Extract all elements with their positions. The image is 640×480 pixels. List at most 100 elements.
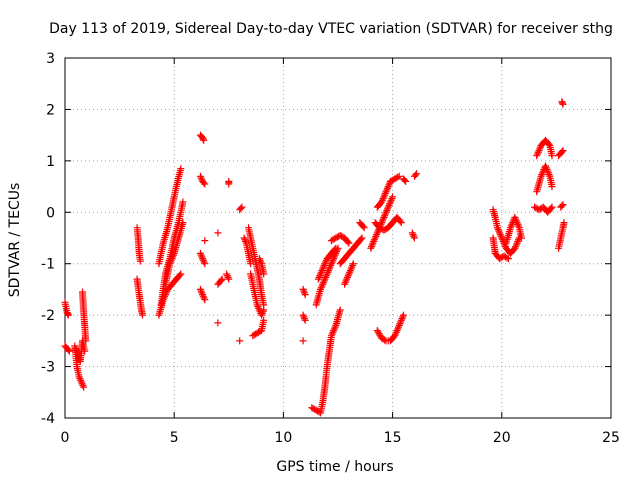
data-point [260,270,268,278]
data-point [255,255,263,263]
data-point [256,256,264,264]
data-point [369,239,377,247]
data-point [378,196,386,204]
data-point [559,100,567,108]
data-point [325,267,332,275]
data-point [237,204,245,212]
data-point [166,260,174,268]
data-point [383,207,391,215]
data-point [386,198,394,206]
data-point [258,311,266,319]
data-point [392,174,400,182]
y-tick-label: 1 [46,154,55,170]
data-point [344,273,351,281]
y-tick-label: 2 [46,102,55,118]
y-tick-label: 0 [46,205,55,221]
data-point [498,234,506,242]
data-point [218,275,226,283]
data-point [349,260,357,268]
data-point [512,217,520,225]
data-point [300,287,308,295]
data-point [503,254,511,262]
data-point [241,236,249,244]
data-point [168,255,176,263]
data-point [238,203,246,211]
data-point [559,147,567,155]
data-point [327,261,335,269]
data-point [413,170,421,178]
data-point [64,311,72,319]
data-point [494,225,502,233]
data-point [375,330,383,338]
data-point [322,272,330,280]
data-point [360,224,368,232]
data-point [410,232,418,240]
data-point [380,213,388,221]
data-point [392,330,399,338]
data-point [322,258,330,266]
data-point [344,272,352,280]
data-point [321,275,329,283]
data-point [381,336,389,344]
data-point [336,306,344,314]
data-point [201,260,209,268]
data-point [240,234,248,242]
data-point [534,150,541,158]
data-point [76,375,84,383]
data-point [368,243,375,251]
data-point [323,270,331,278]
data-point [65,347,73,355]
data-point [395,172,403,180]
data-point [515,222,522,230]
data-point [299,285,307,293]
data-point [346,268,354,276]
data-point [398,315,406,323]
data-point [177,270,185,278]
data-point [225,177,233,185]
data-point [514,220,522,228]
data-point [396,217,404,225]
data-point [236,337,244,345]
data-point [348,263,356,271]
data-point [511,213,519,221]
y-tick-label: -1 [41,257,55,273]
data-point [198,253,206,261]
data-point [371,234,379,242]
data-point [496,229,504,237]
data-point [327,237,335,245]
data-point [317,268,325,276]
data-point [317,284,325,292]
data-point [381,191,389,199]
data-point [315,273,323,281]
data-point [372,232,380,240]
data-point [383,186,391,194]
data-point [242,237,249,245]
data-point [388,195,396,203]
data-point [329,256,337,264]
data-point [357,235,365,243]
data-point [402,177,410,185]
x-tick-label: 25 [602,430,620,446]
axes: 0 5 10 15 20 25 -4 -3 -2 -1 0 1 2 3 [41,51,620,446]
data-point [382,208,390,216]
data-point [199,291,207,299]
data-point [301,289,308,297]
data-point [331,323,339,331]
data-point [258,309,266,317]
data-point [299,337,307,345]
data-point [214,319,222,327]
data-point [75,373,83,381]
data-point [345,239,353,247]
data-point [199,292,207,300]
data-point [301,316,309,324]
data-point [318,267,326,275]
data-point [80,383,88,391]
data-point [309,405,317,413]
data-point [322,273,330,281]
data-point [199,256,207,264]
y-tick-label: -3 [41,360,55,376]
data-point [223,270,231,278]
data-point [542,164,550,172]
data-point [397,316,405,324]
data-point [397,219,405,227]
